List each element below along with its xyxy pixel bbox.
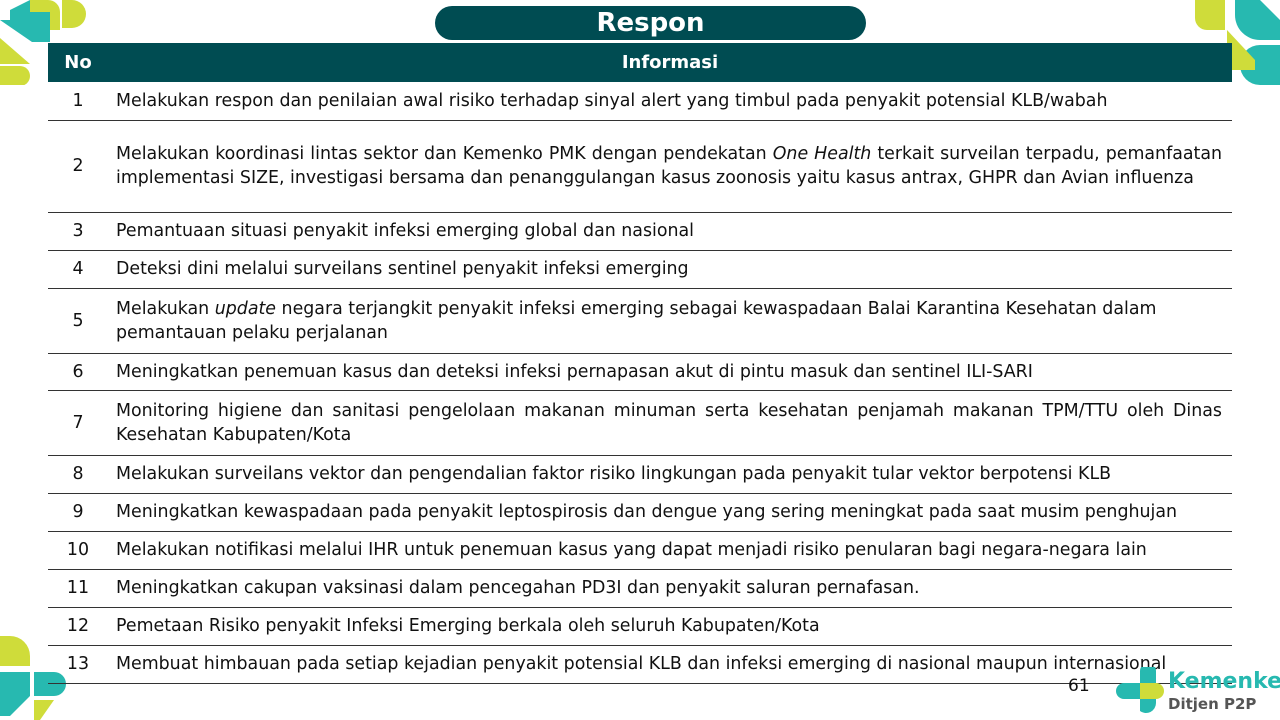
table-row: 13 Membuat himbauan pada setiap kejadian …: [48, 645, 1232, 684]
table-row: 8 Melakukan surveilans vektor dan pengend…: [48, 455, 1232, 494]
table-row: 10 Melakukan notifikasi melalui IHR untuk…: [48, 531, 1232, 570]
row-info: Melakukan update negara terjangkit penya…: [108, 288, 1232, 354]
info-pre: Melakukan: [116, 298, 215, 319]
row-info: Pemantuaan situasi penyakit infeksi emer…: [108, 212, 1232, 251]
row-info: Melakukan respon dan penilaian awal risi…: [108, 82, 1232, 121]
row-number: 12: [48, 607, 108, 646]
page-number: 61: [1068, 676, 1090, 696]
row-number: 13: [48, 645, 108, 684]
row-info: Membuat himbauan pada setiap kejadian pe…: [108, 645, 1232, 684]
info-pre: Melakukan koordinasi lintas sektor dan K…: [116, 144, 773, 164]
row-info: Monitoring higiene dan sanitasi pengelol…: [108, 390, 1232, 456]
brand: Kemenkes Ditjen P2P: [1168, 670, 1280, 714]
corner-decoration-top-right-icon: [1195, 0, 1280, 85]
brand-name: Kemenkes: [1168, 669, 1280, 694]
table-row: 12 Pemetaan Risiko penyakit Infeksi Emerg…: [48, 607, 1232, 646]
row-number: 2: [48, 120, 108, 213]
row-info: Melakukan koordinasi lintas sektor dan K…: [108, 120, 1232, 213]
row-number: 3: [48, 212, 108, 251]
table-row: 9 Meningkatkan kewaspadaan pada penyakit …: [48, 493, 1232, 532]
table-row: 1 Melakukan respon dan penilaian awal ris…: [48, 82, 1232, 121]
row-number: 10: [48, 531, 108, 570]
info-em: One Health: [772, 144, 872, 164]
table-row: 4 Deteksi dini melalui surveilans sentine…: [48, 250, 1232, 289]
table-row: 7 Monitoring higiene dan sanitasi pengelo…: [48, 390, 1232, 456]
row-info: Melakukan notifikasi melalui IHR untuk p…: [108, 531, 1232, 570]
row-info: Meningkatkan kewaspadaan pada penyakit l…: [108, 493, 1232, 532]
info-post: negara terjangkit penyakit infeksi emerg…: [116, 298, 1157, 343]
row-info: Melakukan surveilans vektor dan pengenda…: [108, 455, 1232, 494]
row-number: 8: [48, 455, 108, 494]
table-row: 11 Meningkatkan cakupan vaksinasi dalam p…: [48, 569, 1232, 608]
brand-subtitle: Ditjen P2P: [1168, 695, 1257, 713]
header-informasi: Informasi: [108, 43, 1232, 82]
row-info: Pemetaan Risiko penyakit Infeksi Emergin…: [108, 607, 1232, 646]
table-header: No Informasi: [48, 43, 1232, 82]
row-number: 1: [48, 82, 108, 121]
row-info: Deteksi dini melalui surveilans sentinel…: [108, 250, 1232, 289]
info-em: update: [214, 298, 277, 319]
table-row: 3 Pemantuaan situasi penyakit infeksi eme…: [48, 212, 1232, 251]
row-number: 11: [48, 569, 108, 608]
header-no: No: [48, 43, 108, 82]
corner-decoration-top-left-icon: [0, 0, 86, 85]
row-number: 5: [48, 288, 108, 354]
row-number: 4: [48, 250, 108, 289]
respon-table: No Informasi 1 Melakukan respon dan penil…: [48, 43, 1232, 684]
table-row: 2 Melakukan koordinasi lintas sektor dan …: [48, 120, 1232, 213]
row-info: Meningkatkan penemuan kasus dan deteksi …: [108, 353, 1232, 391]
table-row: 5 Melakukan update negara terjangkit peny…: [48, 288, 1232, 354]
kemenkes-logo-icon: [1116, 667, 1164, 713]
row-number: 6: [48, 353, 108, 391]
row-number: 9: [48, 493, 108, 532]
row-number: 7: [48, 390, 108, 456]
row-info: Meningkatkan cakupan vaksinasi dalam pen…: [108, 569, 1232, 608]
table-row: 6 Meningkatkan penemuan kasus dan deteksi…: [48, 353, 1232, 391]
info-post: terkait surveilan terpadu, pemanfaatan i…: [116, 144, 1223, 188]
slide-title: Respon: [435, 6, 866, 40]
